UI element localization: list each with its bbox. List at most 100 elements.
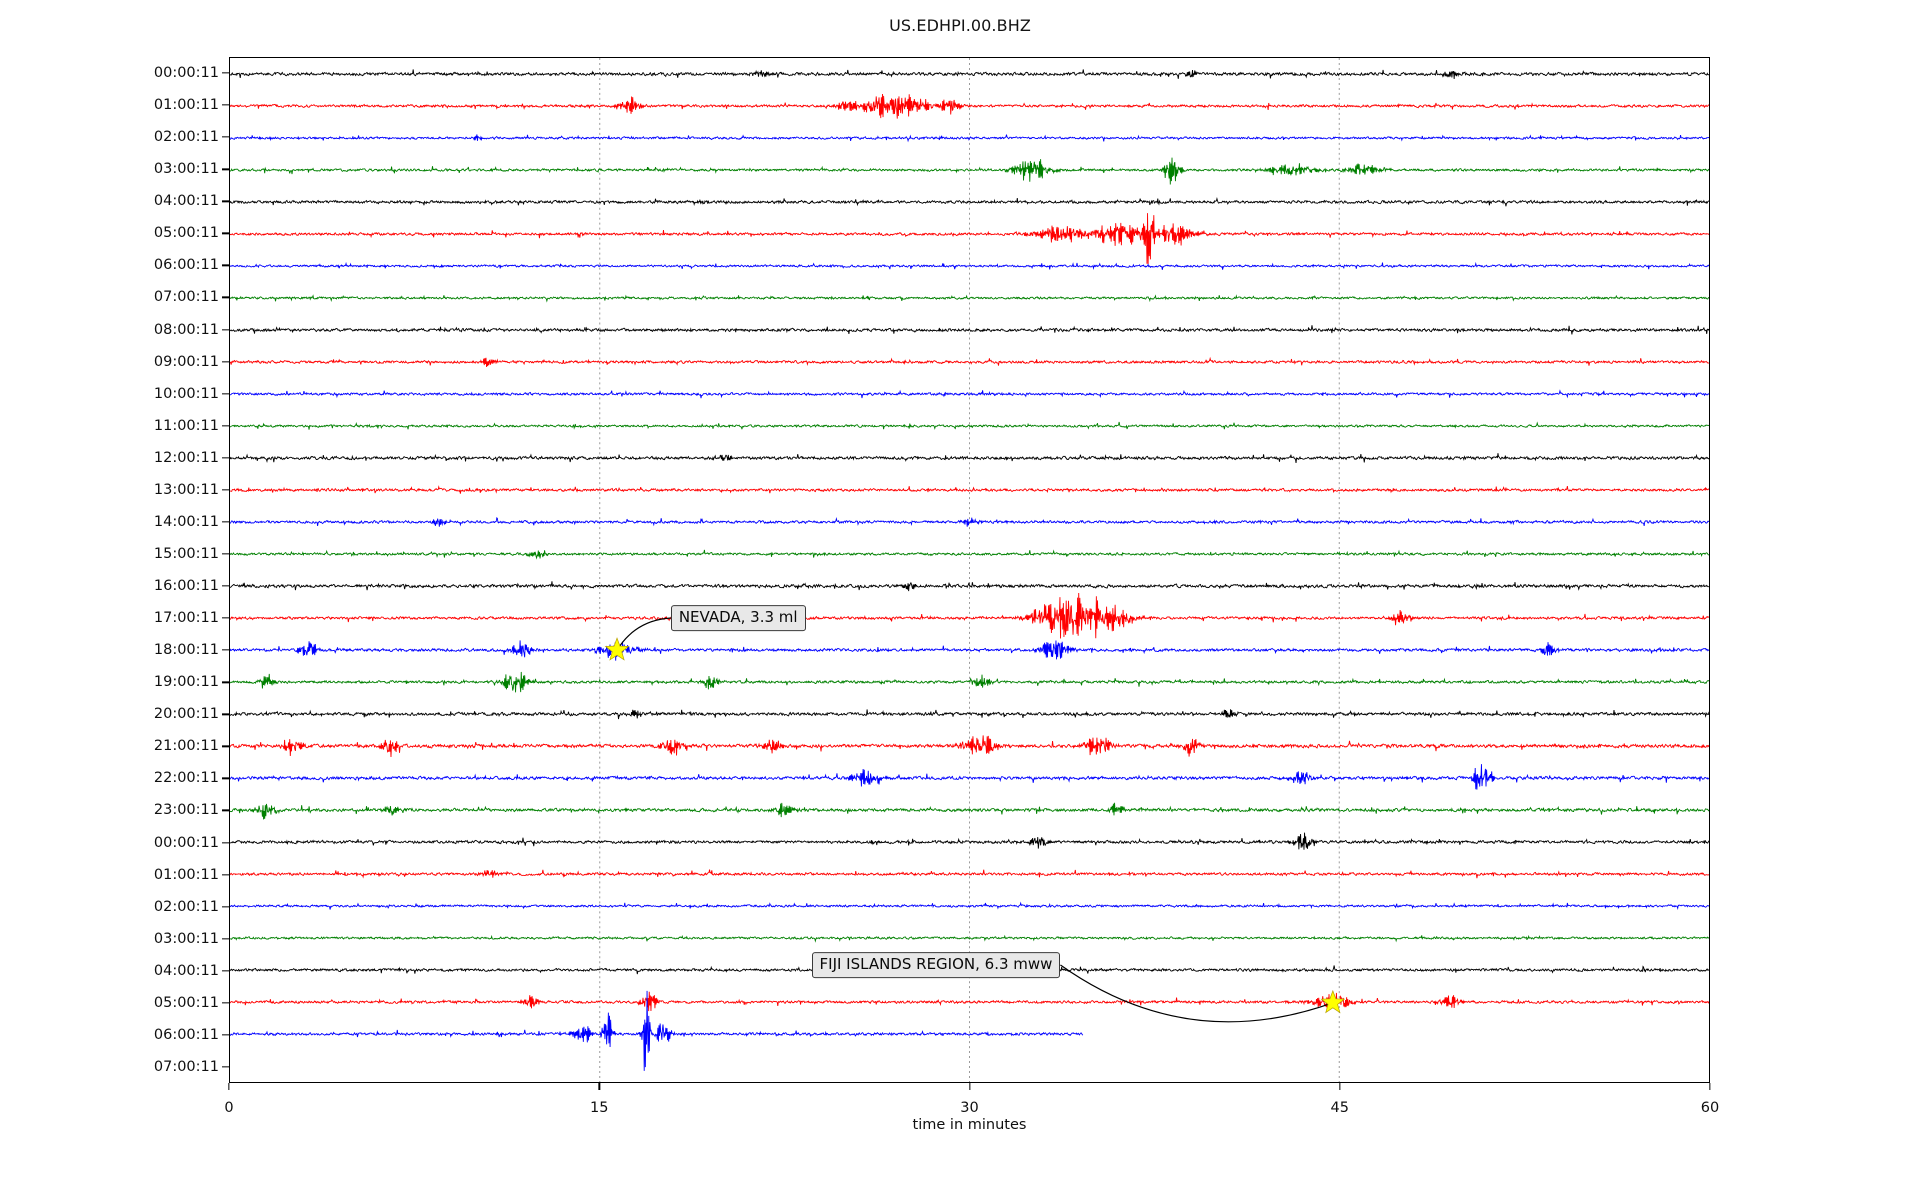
y-axis-tick-mark bbox=[222, 521, 229, 523]
seismic-trace bbox=[230, 518, 1709, 527]
event-annotation-label: NEVADA, 3.3 ml bbox=[670, 605, 806, 631]
y-axis-tick-label: 19:00:11 bbox=[153, 674, 219, 691]
y-axis-tick-mark bbox=[222, 841, 229, 844]
seismic-trace bbox=[230, 764, 1709, 789]
y-axis-tick-label: 05:00:11 bbox=[153, 994, 219, 1011]
seismic-trace bbox=[230, 870, 1709, 879]
y-axis-tick-mark bbox=[222, 906, 229, 908]
y-axis-tick-label: 21:00:11 bbox=[153, 738, 219, 755]
seismic-trace bbox=[230, 803, 1709, 820]
y-axis-tick-label: 10:00:11 bbox=[153, 385, 219, 402]
y-axis-tick-mark bbox=[222, 970, 229, 972]
y-axis-tick-mark bbox=[222, 360, 229, 363]
y-axis-tick-mark bbox=[222, 72, 229, 74]
y-axis-tick-label: 03:00:11 bbox=[153, 930, 219, 947]
y-axis-tick-label: 04:00:11 bbox=[153, 193, 219, 210]
y-axis-tick-mark bbox=[222, 777, 229, 780]
y-axis-tick-mark bbox=[222, 136, 229, 138]
seismic-trace bbox=[230, 640, 1709, 660]
seismic-trace bbox=[230, 295, 1709, 301]
y-axis-tick-label: 09:00:11 bbox=[153, 353, 219, 370]
x-axis-tick-label: 45 bbox=[1330, 1100, 1349, 1116]
y-axis-tick-mark bbox=[222, 489, 229, 491]
y-axis-tick-label: 15:00:11 bbox=[153, 545, 219, 562]
seismic-trace bbox=[230, 992, 1709, 1011]
seismic-trace bbox=[230, 903, 1709, 910]
y-axis-tick-mark bbox=[222, 938, 229, 940]
y-axis-tick-label: 11:00:11 bbox=[153, 417, 219, 434]
trace-canvas bbox=[230, 58, 1709, 1082]
y-axis-tick-label: 16:00:11 bbox=[153, 578, 219, 595]
seismic-trace bbox=[230, 263, 1709, 270]
y-axis-tick-label: 13:00:11 bbox=[153, 481, 219, 498]
x-axis-tick-label: 15 bbox=[590, 1100, 609, 1116]
x-axis-tick-label: 0 bbox=[224, 1100, 234, 1116]
y-axis-tick-label: 06:00:11 bbox=[153, 257, 219, 274]
seismic-trace bbox=[230, 935, 1709, 941]
seismic-trace bbox=[230, 358, 1709, 367]
y-axis-tick-label: 14:00:11 bbox=[153, 513, 219, 530]
seismic-trace bbox=[230, 390, 1709, 398]
y-axis-tick-label: 02:00:11 bbox=[153, 898, 219, 915]
y-axis-tick-label: 04:00:11 bbox=[153, 962, 219, 979]
y-axis-tick-mark bbox=[222, 1066, 229, 1068]
seismic-trace bbox=[230, 69, 1709, 79]
y-axis-tick-mark bbox=[222, 745, 229, 747]
seismic-trace bbox=[230, 581, 1709, 591]
seismic-trace bbox=[230, 593, 1709, 639]
y-axis-tick-label: 18:00:11 bbox=[153, 642, 219, 659]
y-axis-tick-label: 02:00:11 bbox=[153, 129, 219, 146]
seismic-trace bbox=[230, 158, 1709, 185]
y-axis-tick-mark bbox=[222, 200, 229, 202]
y-axis-tick-mark bbox=[222, 264, 229, 267]
y-axis-tick-mark bbox=[222, 681, 229, 683]
event-annotation-label: FIJI ISLANDS REGION, 6.3 mww bbox=[811, 952, 1061, 978]
y-axis-tick-mark bbox=[222, 104, 229, 106]
y-axis-ticks bbox=[222, 57, 230, 1083]
y-axis-tick-label: 23:00:11 bbox=[153, 802, 219, 819]
seismic-trace bbox=[230, 991, 1083, 1071]
y-axis-tick-label: 00:00:11 bbox=[153, 65, 219, 82]
seismic-trace bbox=[230, 94, 1709, 119]
seismic-trace bbox=[230, 672, 1709, 692]
y-axis-tick-label: 07:00:11 bbox=[153, 1058, 219, 1075]
y-axis-tick-mark bbox=[222, 873, 229, 876]
x-axis-tick-label: 60 bbox=[1700, 1100, 1720, 1116]
x-axis-labels: 0 15 30 45 60 bbox=[224, 1090, 1719, 1116]
seismic-trace bbox=[230, 134, 1709, 141]
x-axis-tick-mark bbox=[1709, 1083, 1711, 1090]
y-axis-tick-mark bbox=[222, 457, 229, 459]
y-axis-tick-label: 17:00:11 bbox=[153, 610, 219, 627]
seismic-trace bbox=[230, 453, 1709, 463]
y-axis-tick-label: 05:00:11 bbox=[153, 225, 219, 242]
y-axis-tick-mark bbox=[222, 617, 229, 619]
y-axis-tick-mark bbox=[222, 168, 229, 170]
y-axis-tick-mark bbox=[222, 296, 229, 299]
y-axis-tick-mark bbox=[222, 232, 229, 234]
y-axis-tick-label: 22:00:11 bbox=[153, 770, 219, 787]
y-axis-tick-mark bbox=[222, 585, 229, 587]
y-axis-tick-label: 12:00:11 bbox=[153, 449, 219, 466]
y-axis-tick-mark bbox=[222, 1034, 229, 1036]
seismic-trace bbox=[230, 422, 1709, 430]
y-axis-tick-label: 01:00:11 bbox=[153, 97, 219, 114]
plot-area bbox=[229, 57, 1710, 1083]
seismic-trace bbox=[230, 833, 1709, 850]
x-axis-title: time in minutes bbox=[912, 1117, 1027, 1133]
y-axis-tick-mark bbox=[222, 1002, 229, 1004]
y-axis-tick-label: 06:00:11 bbox=[153, 1026, 219, 1043]
seismic-trace bbox=[230, 213, 1709, 264]
y-axis-tick-label: 08:00:11 bbox=[153, 321, 219, 338]
seismic-trace bbox=[230, 550, 1709, 559]
y-axis-tick-mark bbox=[222, 328, 229, 331]
y-axis-tick-label: 03:00:11 bbox=[153, 161, 219, 178]
y-axis-tick-mark bbox=[222, 393, 229, 395]
x-axis-tick-mark bbox=[598, 1083, 600, 1090]
x-axis-tick-label: 30 bbox=[960, 1100, 979, 1116]
seismic-trace bbox=[230, 735, 1709, 757]
x-axis-tick-mark bbox=[228, 1083, 230, 1090]
x-axis-ticks bbox=[228, 1083, 1711, 1091]
seismic-trace bbox=[230, 709, 1709, 719]
y-axis-tick-label: 20:00:11 bbox=[153, 706, 219, 723]
